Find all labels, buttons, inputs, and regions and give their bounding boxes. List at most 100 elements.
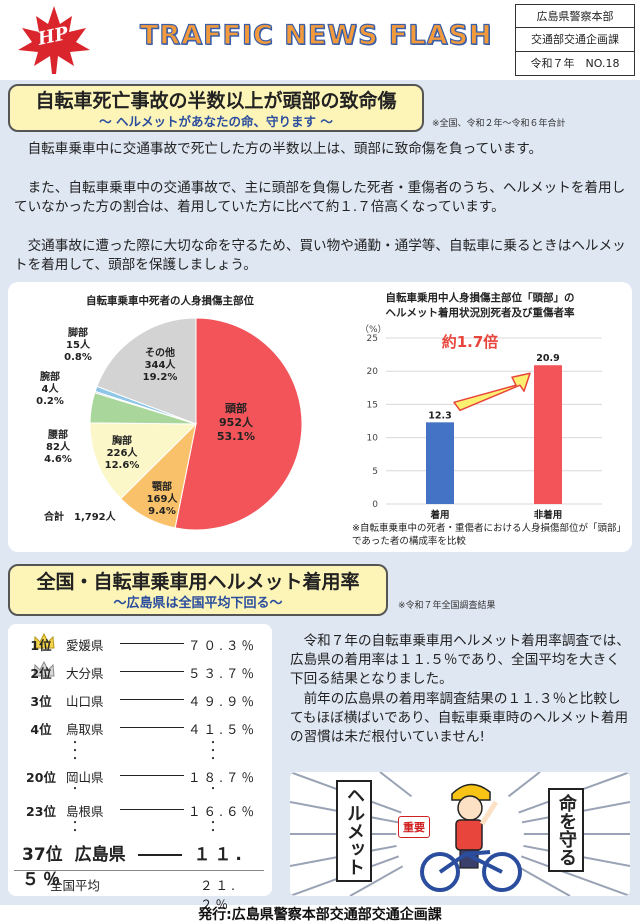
rank-prefecture: 大分県: [66, 666, 104, 681]
section2-title: 全国・自転車乗車用ヘルメット着用率: [36, 571, 360, 593]
rank-position: 20位: [26, 770, 56, 785]
bar-1: [534, 365, 562, 504]
section2-note: ※令和７年全国調査結果: [398, 601, 496, 611]
rank-leader-line: [120, 809, 184, 810]
bar-category-label: 非着用: [534, 509, 563, 521]
illustration-text-protect-life: 命を守る: [548, 788, 584, 872]
issue-number: 令和７年 NO.18: [530, 56, 620, 70]
pie-slice-0: [174, 317, 303, 531]
hiroshima-leader-line: [137, 854, 182, 856]
ranking-row-hiroshima: 37位 広島県 １１.５％: [22, 840, 262, 890]
pie-label-head-name: 頭部: [225, 402, 247, 415]
ranking-row-1: 1位 愛媛県 ７０.３％: [0, 632, 264, 654]
pie-label-other: その他 344人 19.2%: [132, 348, 188, 384]
ranking-row-20: 20位 岡山県 １８.７％: [0, 764, 264, 786]
section1-title-box: 自転車死亡事故の半数以上が頭部の致命傷 ～ ヘルメットがあなたの命、守ります ～: [8, 84, 424, 132]
bar-chart-note: ※自転車乗車中の死者・重傷者における人身損傷部位が「頭部」であった者の構成率を比…: [352, 523, 626, 547]
pie-label-jaw-count: 169人: [146, 494, 178, 505]
pie-label-jaw: 顎部 169人 9.4%: [136, 482, 188, 518]
pie-label-head: 頭部 952人 53.1%: [206, 402, 266, 444]
cyclist-illustration: ヘルメット 命を守る 重要: [290, 772, 630, 896]
bar-y-tick-label: 0: [372, 500, 378, 510]
bar-y-tick-label: 10: [367, 434, 379, 444]
ranking-ellipsis-2b: ・: [208, 784, 218, 795]
hiroshima-percent: １１.５％: [22, 845, 246, 890]
rank-position: 1位: [30, 638, 52, 653]
section2-subtitle: ～広島県は全国平均下回る～: [113, 596, 283, 611]
bar-annotation: 約1.7倍: [442, 333, 499, 351]
ranking-row-3: 3位 山口県 ４９.９％: [0, 688, 264, 710]
pie-label-other-percent: 19.2%: [142, 372, 178, 383]
rank-leader-line: [120, 643, 184, 644]
ranking-ellipsis-1b: ・・・: [208, 738, 218, 765]
average-label: 全国平均: [50, 878, 101, 893]
rank-leader-line: [120, 727, 184, 728]
rank-position: 23位: [26, 804, 56, 819]
rank-leader-line: [120, 699, 184, 700]
bar-category-label: 着用: [429, 509, 449, 521]
section1-subtitle: ～ ヘルメットがあなたの命、守ります ～: [99, 114, 333, 129]
ranking-row-4: 4位 鳥取県 ４１.５％: [0, 716, 264, 738]
banner-title: TRAFFIC NEWS FLASH: [139, 19, 493, 51]
ranking-row-2: 2位 大分県 ５３.７％: [0, 660, 264, 682]
bar-y-tick-label: 15: [367, 400, 378, 410]
rank-percent: １６.６％: [188, 804, 257, 819]
rank-percent: １８.７％: [188, 770, 257, 785]
rank-leader-line: [120, 775, 184, 776]
pie-label-waist-percent: 4.6%: [44, 454, 72, 465]
pie-label-jaw-name: 顎部: [152, 482, 172, 493]
header-info-box: 広島県警察本部 交通部交通企画課 令和７年 NO.18: [515, 4, 635, 76]
pie-label-arm-name: 腕部: [40, 372, 60, 383]
pie-label-arm-percent: 0.2%: [36, 396, 64, 407]
section1-paragraph-1: 自転車乗車中に交通事故で死亡した方の半数以上は、頭部に致命傷を負っています。: [27, 141, 543, 157]
section1-title: 自転車死亡事故の半数以上が頭部の致命傷: [35, 90, 397, 112]
bar-arrow-icon: [453, 372, 531, 412]
bar-y-tick-label: 25: [367, 334, 378, 344]
pie-label-other-name: その他: [145, 348, 175, 359]
rank-position: 2位: [30, 666, 52, 681]
rank-prefecture: 島根県: [66, 804, 104, 819]
department: 交通部交通企画課: [516, 28, 634, 52]
pie-label-jaw-percent: 9.4%: [148, 506, 176, 517]
rank-percent: ４１.５％: [188, 722, 257, 737]
bar-value-label: 12.3: [428, 410, 451, 421]
rank-position: 4位: [30, 722, 52, 737]
bar-y-axis-label: （%）: [360, 324, 387, 335]
section2-paragraph-2: 前年の広島県の着用率調査結果の１１.３％と比較してもほぼ横ばいであり、自転車乗車…: [290, 691, 629, 745]
pie-label-arm: 腕部 4人 0.2%: [30, 372, 70, 408]
section1-note: ※全国、令和２年～令和６年合計: [432, 119, 566, 129]
pie-label-arm-count: 4人: [41, 384, 59, 395]
rank-prefecture: 岡山県: [66, 770, 104, 785]
gold-crown-icon: [33, 632, 55, 649]
section1-paragraph-2: また、自転車乗車中の交通事故で、主に頭部を負傷した死者・重傷者のうち、ヘルメット…: [14, 180, 626, 215]
pie-label-other-count: 344人: [144, 360, 176, 371]
issuer: 広島県警察本部: [516, 5, 634, 29]
hiroshima-position: 37位: [22, 845, 63, 865]
pie-label-leg-percent: 0.8%: [64, 352, 92, 363]
pie-label-chest-name: 胸部: [112, 436, 132, 447]
ranking-row-23: 23位 島根県 １６.６％: [0, 798, 264, 820]
section2-title-box: 全国・自転車乗車用ヘルメット着用率 ～広島県は全国平均下回る～: [8, 564, 388, 616]
header: HP TRAFFIC NEWS FLASH 広島県警察本部 交通部交通企画課 令…: [0, 0, 640, 80]
rank-percent: ４９.９％: [188, 694, 257, 709]
bar-y-tick-label: 5: [372, 467, 378, 477]
pie-label-leg: 脚部 15人 0.8%: [58, 328, 98, 364]
rank-position: 3位: [30, 694, 52, 709]
pie-slice-6: [96, 317, 197, 425]
pie-label-chest-percent: 12.6%: [104, 460, 140, 471]
pie-total-label: 合計 1,792人: [44, 512, 116, 523]
rank-prefecture: 愛媛県: [66, 638, 104, 653]
ranking-ellipsis-2: ・: [70, 784, 80, 795]
pie-label-leg-count: 15人: [66, 340, 90, 351]
ranking-ellipsis-3: ・・: [70, 818, 80, 837]
rank-leader-line: [120, 671, 184, 672]
silver-crown-icon: [33, 660, 55, 677]
pie-label-waist-name: 腰部: [48, 430, 68, 441]
pie-chart: [89, 317, 303, 531]
pie-label-chest: 胸部 226人 12.6%: [94, 436, 150, 472]
cyclist-icon: [420, 783, 522, 892]
pie-label-head-percent: 53.1%: [216, 430, 256, 443]
important-tag: 重要: [398, 816, 430, 838]
bar-y-tick-label: 20: [367, 367, 379, 377]
pie-label-chest-count: 226人: [106, 448, 138, 459]
